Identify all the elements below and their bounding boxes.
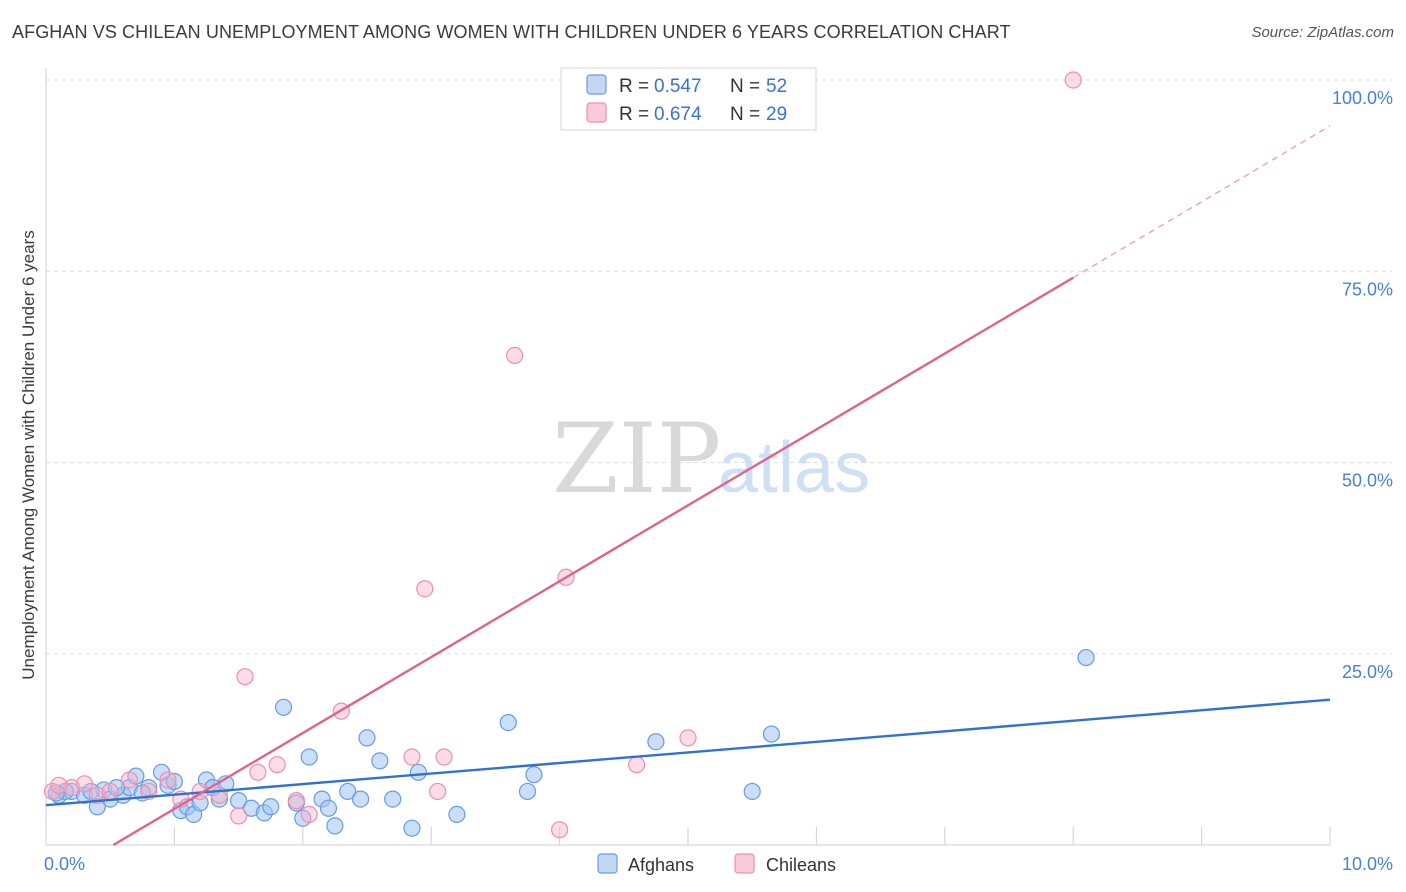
afghan-point — [300, 748, 318, 766]
afghan-point — [326, 817, 344, 835]
afghan-point — [743, 782, 761, 801]
afghan-point — [1077, 648, 1095, 667]
afghan-point — [230, 792, 248, 810]
afghan-point — [358, 729, 376, 747]
legend-r-label-chileans: R = — [619, 104, 649, 125]
watermark-atlas: atlas — [718, 428, 870, 508]
chilean-point — [120, 771, 139, 789]
legend-n-label-chileans: N = — [730, 104, 760, 125]
chilean-point — [50, 776, 68, 794]
afghan-point — [371, 752, 389, 770]
chilean-point — [1064, 71, 1082, 89]
afghan-point — [762, 725, 781, 743]
watermark: ZIP atlas — [552, 403, 870, 515]
chilean-point — [249, 763, 267, 781]
chilean-point — [550, 821, 569, 839]
legend-swatch-afghans — [586, 74, 607, 95]
afghan-point — [525, 766, 543, 784]
chilean-point — [403, 748, 421, 766]
chilean-point — [63, 779, 81, 797]
watermark-zip: ZIP — [552, 403, 721, 515]
y-ticks: 25.0% 50.0% 75.0% 100.0% — [1332, 88, 1393, 682]
chilean-point — [230, 807, 248, 825]
afghan-point — [319, 799, 338, 817]
chilean-point — [506, 346, 524, 364]
bottom-legend-swatch-afghans — [597, 853, 618, 874]
y-tick-label: 25.0% — [1342, 662, 1393, 682]
afghan-point — [351, 790, 370, 808]
afghan-point — [384, 790, 402, 808]
chilean-trend-line — [112, 276, 1074, 847]
legend-n-label-afghans: N = — [730, 76, 760, 97]
afghan-point — [499, 713, 517, 732]
trend-lines — [45, 125, 1331, 847]
chilean-point — [88, 786, 106, 804]
chilean-point — [75, 775, 94, 793]
chart-title: AFGHAN VS CHILEAN UNEMPLOYMENT AMONG WOM… — [12, 22, 1011, 42]
afghan-point — [409, 763, 427, 781]
y-tick-label: 50.0% — [1342, 471, 1393, 491]
chilean-point — [435, 748, 453, 766]
bottom-legend-swatch-chileans — [734, 853, 755, 874]
chilean-point — [287, 792, 305, 810]
chilean-point — [628, 756, 646, 774]
afghan-point — [165, 772, 183, 791]
afghan-point — [403, 819, 421, 837]
grid — [45, 68, 1392, 846]
chilean-point — [300, 805, 318, 824]
x-ticks: 0.0% 10.0% — [44, 854, 1393, 874]
legend-swatch-chileans — [586, 102, 607, 123]
legend-r-value-chileans: 0.674 — [654, 104, 702, 125]
chilean-trend-extension — [1072, 125, 1331, 279]
chilean-point — [679, 729, 697, 747]
bottom-legend: Afghans Chileans — [597, 853, 836, 875]
y-tick-label: 75.0% — [1342, 279, 1393, 299]
chilean-point — [429, 782, 447, 801]
chilean-point — [43, 782, 62, 801]
chilean-point — [101, 782, 119, 801]
chilean-point — [268, 756, 286, 774]
x-tick-label: 0.0% — [44, 854, 85, 874]
chilean-point — [236, 668, 254, 686]
legend-n-value-chileans: 29 — [766, 104, 787, 125]
afghan-point — [448, 805, 466, 824]
legend-box: R = 0.547 N = 52 R = 0.674 N = 29 — [560, 67, 817, 131]
bottom-legend-afghans: Afghans — [628, 855, 694, 875]
legend-r-label-afghans: R = — [619, 76, 649, 97]
afghan-point — [274, 698, 293, 716]
afghan-point — [518, 782, 537, 801]
afghan-trend-line — [45, 698, 1331, 807]
y-axis-label: Unemployment Among Women with Children U… — [19, 230, 38, 679]
afghan-point — [647, 733, 665, 751]
afghan-point — [262, 798, 280, 816]
source-label: Source: ZipAtlas.com — [1251, 24, 1394, 41]
afghan-point — [339, 782, 357, 801]
x-tick-label: 10.0% — [1342, 854, 1393, 874]
chilean-point — [159, 771, 177, 789]
chilean-point — [416, 580, 434, 598]
bottom-legend-chileans: Chileans — [766, 855, 836, 875]
legend-n-value-afghans: 52 — [766, 76, 787, 97]
y-tick-label: 100.0% — [1332, 88, 1393, 108]
legend-r-value-afghans: 0.547 — [654, 76, 702, 97]
